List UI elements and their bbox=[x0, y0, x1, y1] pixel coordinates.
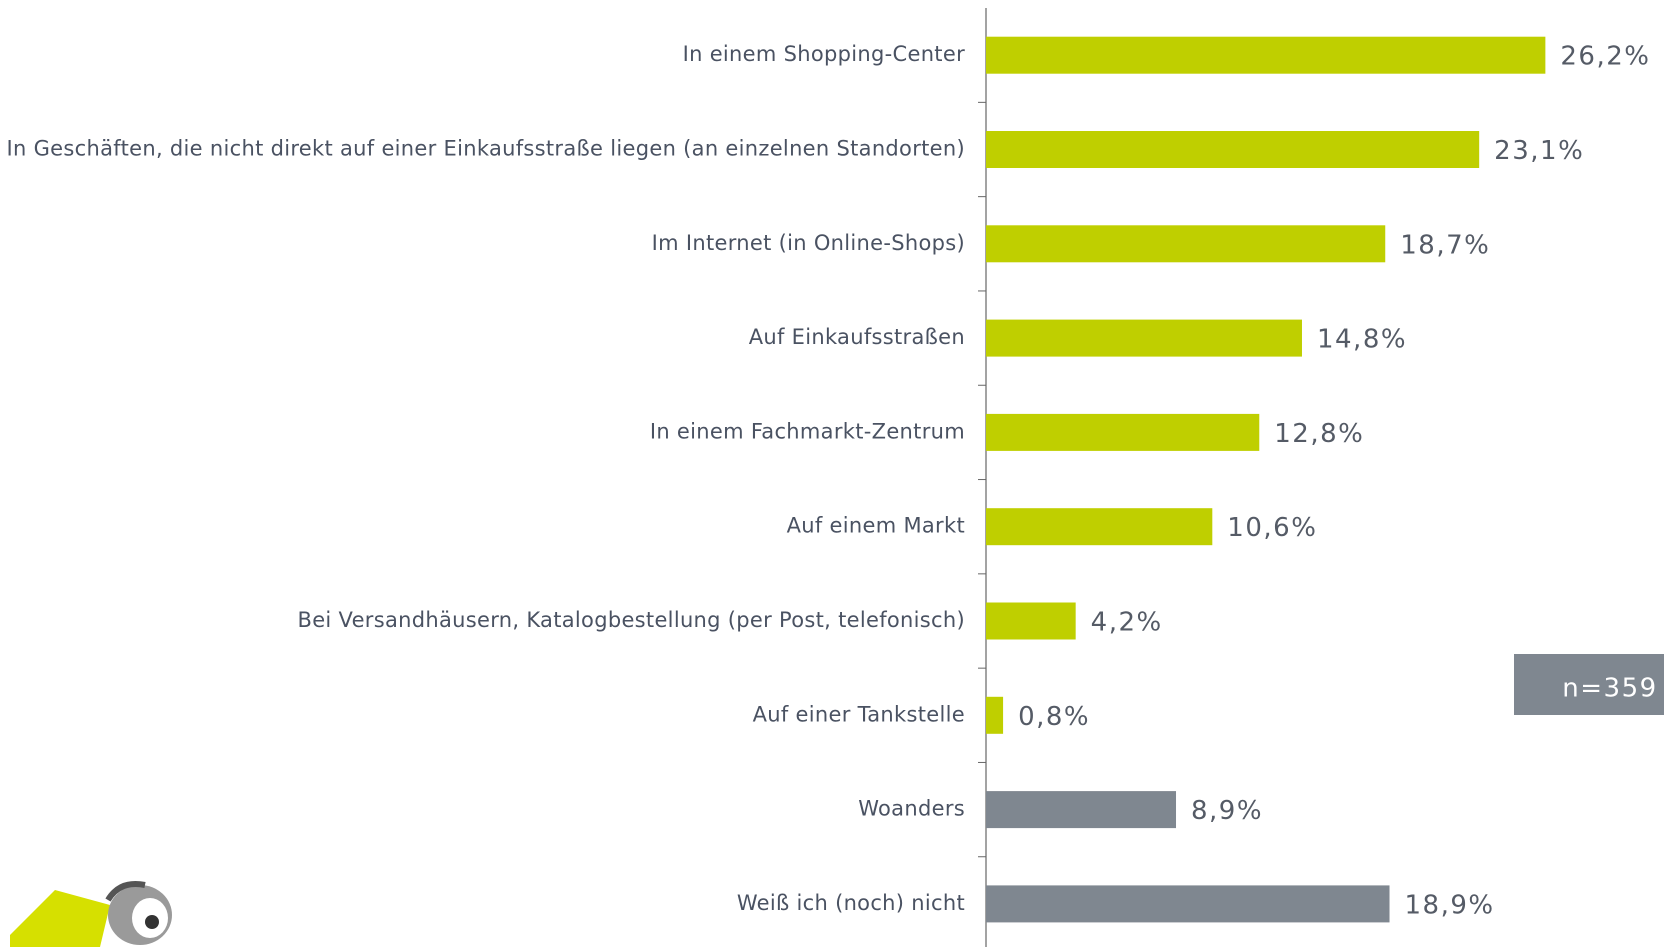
value-label: 10,6% bbox=[1227, 513, 1317, 543]
category-label: Auf einer Tankstelle bbox=[753, 702, 965, 726]
value-label: 23,1% bbox=[1494, 136, 1584, 166]
category-label: Woanders bbox=[858, 797, 965, 821]
sample-size-box bbox=[1514, 654, 1664, 715]
bar bbox=[986, 602, 1076, 640]
bar bbox=[986, 225, 1386, 263]
bar bbox=[986, 885, 1390, 923]
value-label: 4,2% bbox=[1091, 608, 1163, 638]
category-label: Im Internet (in Online-Shops) bbox=[652, 231, 965, 255]
value-label: 12,8% bbox=[1274, 419, 1364, 449]
value-label: 0,8% bbox=[1018, 702, 1090, 732]
bar bbox=[986, 36, 1546, 74]
category-label: Auf einem Markt bbox=[787, 514, 965, 538]
bar bbox=[986, 791, 1177, 829]
sample-size: n=359 bbox=[1562, 674, 1657, 704]
bar bbox=[986, 413, 1260, 451]
category-label: Bei Versandhäusern, Katalogbestellung (p… bbox=[298, 608, 966, 632]
value-label: 18,9% bbox=[1405, 890, 1495, 920]
value-label: 8,9% bbox=[1191, 796, 1263, 826]
category-label: Weiß ich (noch) nicht bbox=[737, 891, 965, 915]
value-label: 14,8% bbox=[1317, 325, 1407, 355]
bar bbox=[986, 696, 1004, 734]
bar bbox=[986, 319, 1302, 357]
bar bbox=[986, 508, 1213, 546]
category-label: Auf Einkaufsstraßen bbox=[749, 325, 965, 349]
bar bbox=[986, 131, 1480, 168]
category-label: In Geschäften, die nicht direkt auf eine… bbox=[7, 137, 965, 161]
category-label: In einem Shopping-Center bbox=[683, 42, 965, 66]
value-label: 18,7% bbox=[1400, 230, 1490, 260]
category-label: In einem Fachmarkt-Zentrum bbox=[650, 419, 965, 443]
value-label: 26,2% bbox=[1560, 42, 1650, 72]
mascot bbox=[10, 881, 172, 947]
